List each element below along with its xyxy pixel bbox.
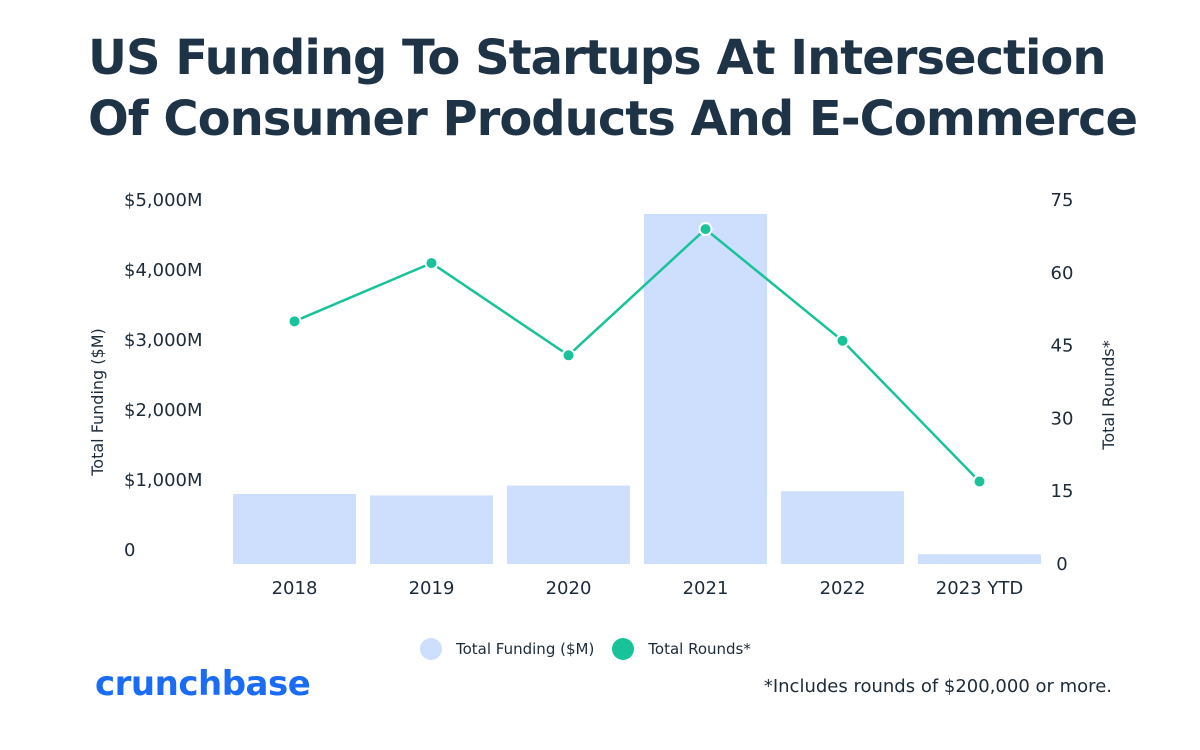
rounds-point-2023-ytd (972, 474, 987, 489)
bar-2021 (644, 214, 767, 564)
x-tick-label: 2021 (683, 578, 729, 599)
left-tick-label: $2,000M (124, 400, 203, 421)
footnote: *Includes rounds of $200,000 or more. (763, 676, 1112, 697)
rounds-point-2019 (424, 256, 439, 271)
x-tick-label: 2018 (272, 578, 318, 599)
legend: Total Funding ($M) Total Rounds* (420, 638, 769, 660)
left-axis-label: Total Funding ($M) (88, 328, 107, 477)
rounds-point-2021 (698, 222, 713, 237)
bar-2022 (781, 491, 904, 564)
right-tick-label: 15 (1051, 481, 1074, 502)
bars-group (233, 214, 1041, 564)
right-axis-label: Total Rounds* (1099, 340, 1118, 450)
rounds-point-2020 (561, 348, 576, 363)
legend-label-funding: Total Funding ($M) (456, 640, 595, 658)
x-tick-label: 2023 YTD (936, 578, 1023, 599)
right-tick-label: 60 (1051, 263, 1074, 284)
bar-2023-ytd (918, 554, 1041, 564)
legend-item-rounds: Total Rounds* (612, 638, 751, 660)
line-group (287, 222, 987, 489)
x-tick-label: 2022 (820, 578, 866, 599)
right-tick-label: 45 (1051, 336, 1074, 357)
x-tick-label: 2020 (546, 578, 592, 599)
left-tick-label: $1,000M (124, 470, 203, 491)
bar-2018 (233, 494, 356, 564)
bar-2019 (370, 495, 493, 564)
chart-title-line-1: US Funding To Startups At Intersection (88, 30, 1107, 86)
left-tick-label: $3,000M (124, 330, 203, 351)
right-axis-ticks: 0 15 30 45 60 75 (1051, 190, 1074, 575)
right-tick-label: 30 (1051, 408, 1074, 429)
legend-swatch-rounds (612, 638, 635, 660)
right-tick-label: 75 (1051, 190, 1074, 211)
crunchbase-logo: crunchbase (95, 664, 311, 704)
right-tick-label: 0 (1056, 554, 1067, 575)
chart-title-line-2: Of Consumer Products And E-Commerce (88, 91, 1138, 147)
rounds-line (294, 227, 981, 483)
left-axis-ticks: 0 $1,000M $2,000M $3,000M $4,000M $5,000M (124, 190, 203, 561)
legend-label-rounds: Total Rounds* (648, 640, 751, 658)
chart-title: US Funding To Startups At Intersection O… (88, 28, 1168, 150)
x-axis-ticks: 2018 2019 2020 2021 2022 2023 YTD (272, 578, 1024, 599)
bar-2020 (507, 485, 630, 564)
left-tick-label: $5,000M (124, 190, 203, 211)
legend-swatch-funding (420, 638, 442, 660)
legend-item-funding: Total Funding ($M) (420, 638, 594, 660)
rounds-point-2018 (287, 314, 302, 329)
left-tick-label: $4,000M (124, 260, 203, 281)
left-tick-label: 0 (124, 540, 135, 561)
rounds-point-2022 (835, 333, 850, 348)
x-tick-label: 2019 (409, 578, 455, 599)
